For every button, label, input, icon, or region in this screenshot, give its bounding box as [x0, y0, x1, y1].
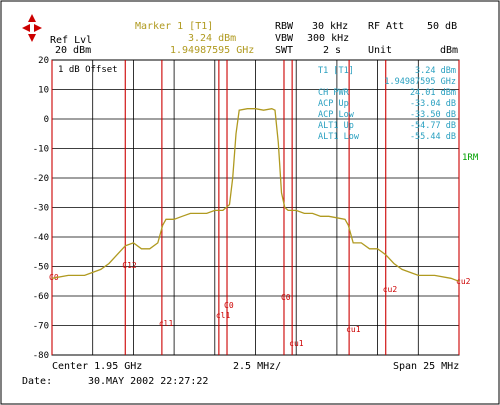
rf-att-value: 50 dB: [427, 21, 457, 32]
marker-table-name: ALT1 Low: [318, 132, 360, 142]
rbw-label: RBW: [275, 21, 294, 32]
marker-table-value: -33.50 dB: [410, 110, 456, 120]
y-axis-ticks: 20 10 0 -10 -20 -30 -40 -50 -60 -70 -80: [33, 56, 49, 361]
span: Span 25 MHz: [393, 361, 459, 372]
marker-table-value: -55.44 dB: [410, 132, 456, 142]
y-tick-label: -20: [33, 174, 49, 184]
swt-value: 2 s: [323, 45, 341, 56]
y-tick-label: -50: [33, 263, 49, 273]
channel-marker-label: cu1: [289, 339, 304, 348]
marker-table-value: -54.77 dB: [410, 121, 456, 131]
center-frequency: Center 1.95 GHz: [52, 361, 142, 372]
span-per-division: 2.5 MHz/: [233, 361, 281, 372]
spectrum-trace: [51, 108, 460, 282]
marker-table-name: T1 [T1]: [318, 66, 354, 76]
side-tag: 1RM: [462, 153, 479, 163]
channel-marker-label: cl1: [216, 311, 231, 320]
marker-table-name: CH PWR: [318, 88, 350, 98]
marker-level: 3.24 dBm: [188, 33, 236, 44]
channel-marker-label: cl1: [159, 319, 174, 328]
vbw-value: 300 kHz: [307, 33, 349, 44]
y-tick-label: -30: [33, 204, 49, 214]
y-tick-label: -70: [33, 322, 49, 332]
offset-label: 1 dB Offset: [58, 65, 118, 75]
channel-marker-label: cu2: [383, 285, 398, 294]
ref-lvl-value: 20 dBm: [55, 45, 91, 56]
date-value: 30.MAY 2002 22:27:22: [88, 376, 208, 387]
rf-att-label: RF Att: [368, 21, 404, 32]
marker-table-value: -33.04 dB: [410, 99, 456, 109]
date-label: Date:: [22, 376, 52, 387]
marker-table-value: 1.94987595 GHz: [384, 77, 456, 87]
marker-table-name: ACP Low: [318, 110, 355, 120]
vbw-label: VBW: [275, 33, 294, 44]
marker-table-name: ACP Up: [318, 99, 349, 109]
marker-label: Marker 1 [T1]: [135, 21, 213, 32]
y-tick-label: -40: [33, 233, 49, 243]
grid: [52, 60, 459, 355]
marker-table-value: 3.24 dBm: [415, 66, 456, 76]
swt-label: SWT: [275, 45, 293, 56]
y-tick-label: -10: [33, 145, 49, 155]
y-tick-label: -60: [33, 292, 49, 302]
y-tick-label: 10: [38, 86, 49, 96]
marker-table-value: 24.01 dBm: [410, 88, 456, 98]
channel-marker-label: C0: [224, 301, 234, 310]
channel-marker-label: C12: [122, 261, 137, 270]
ref-lvl-label: Ref Lvl: [50, 35, 92, 46]
channel-marker-label: cu1: [346, 325, 361, 334]
unit-label: Unit: [368, 45, 392, 56]
channel-marker-label: cu2: [456, 277, 471, 286]
y-tick-label: 20: [38, 56, 49, 66]
rohde-schwarz-logo-icon: [22, 14, 42, 42]
marker-table-name: ALT1 Up: [318, 121, 354, 131]
marker-frequency: 1.94987595 GHz: [170, 45, 254, 56]
channel-marker-label: C0: [281, 293, 291, 302]
unit-value: dBm: [440, 45, 458, 56]
y-tick-label: 0: [44, 115, 49, 125]
y-tick-label: -80: [33, 351, 49, 361]
rbw-value: 30 kHz: [312, 21, 348, 32]
